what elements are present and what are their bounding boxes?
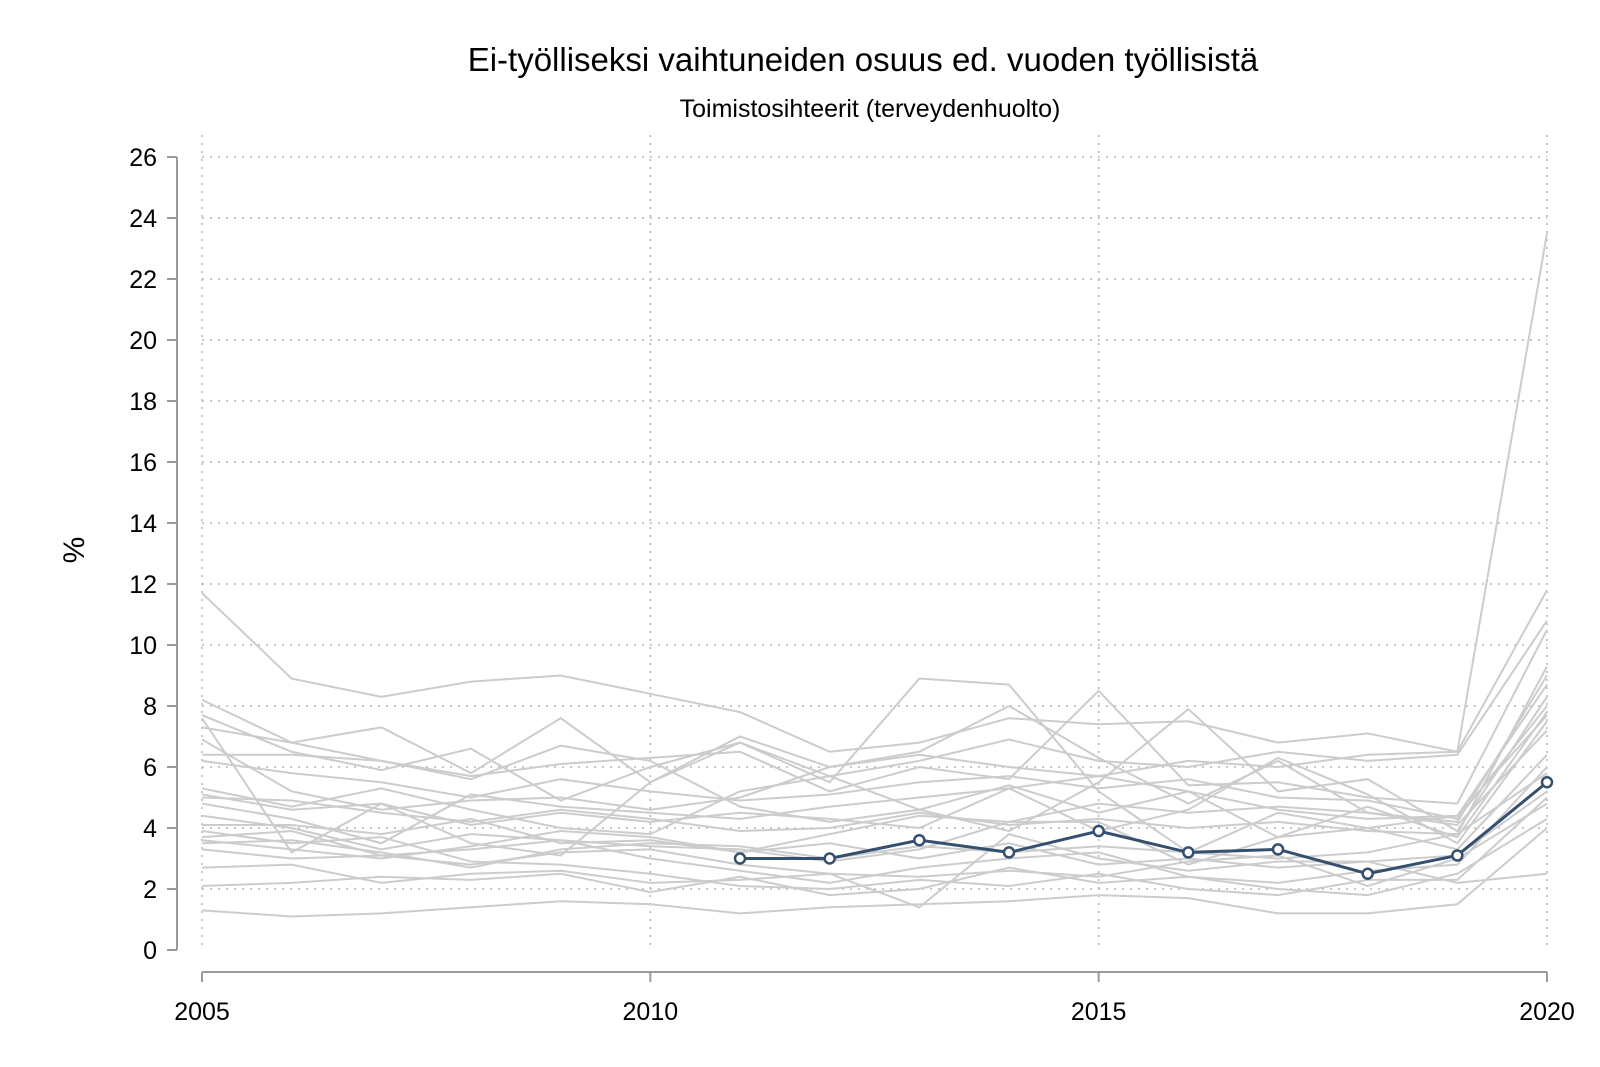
- y-tick-label: 22: [129, 266, 157, 294]
- x-tick-label: 2020: [1519, 998, 1575, 1026]
- y-axis-label: %: [58, 537, 91, 564]
- highlight-point: [1451, 849, 1464, 862]
- background-series-line: [201, 629, 1548, 805]
- background-series-line: [201, 827, 1548, 918]
- background-series-line: [201, 720, 1548, 845]
- chart-title: Ei-työlliseksi vaihtuneiden osuus ed. vu…: [468, 41, 1259, 78]
- y-tick-label: 2: [143, 876, 157, 904]
- y-tick-label: 10: [129, 632, 157, 660]
- background-series-line: [201, 665, 1548, 836]
- highlight-point: [1002, 846, 1016, 859]
- axes: [167, 156, 1548, 982]
- background-series-line: [201, 817, 1548, 897]
- background-series-line: [201, 711, 1548, 839]
- highlight-series-group: [733, 776, 1554, 880]
- highlight-point: [913, 833, 926, 847]
- highlight-point: [823, 852, 836, 865]
- y-tick-label: 20: [129, 327, 157, 355]
- y-tick-label: 8: [143, 693, 157, 721]
- background-series-line: [201, 620, 1548, 802]
- chart-subtitle: Toimistosihteerit (terveydenhuolto): [680, 95, 1061, 123]
- background-series-line: [201, 714, 1548, 845]
- background-series-line: [202, 696, 1548, 833]
- y-tick-label: 26: [129, 144, 157, 172]
- background-series-line: [201, 233, 1548, 753]
- background-series-line: [201, 705, 1548, 820]
- y-tick-label: 12: [129, 571, 157, 599]
- background-series-line: [201, 677, 1548, 857]
- y-tick-label: 16: [129, 449, 157, 477]
- highlight-point: [1271, 843, 1285, 856]
- highlight-point: [1361, 867, 1374, 880]
- y-tick-label: 18: [129, 388, 157, 416]
- y-tick-label: 0: [143, 937, 157, 965]
- background-series-line: [201, 766, 1548, 884]
- highlight-point: [1092, 824, 1105, 838]
- highlight-point: [1540, 776, 1554, 789]
- highlight-point: [733, 852, 747, 865]
- x-tick-label: 2010: [623, 998, 679, 1026]
- x-tick-label: 2005: [174, 998, 230, 1026]
- y-tick-label: 24: [129, 205, 157, 233]
- highlight-series-line: [740, 781, 1548, 876]
- y-tick-label: 6: [143, 754, 157, 782]
- background-series-line: [201, 796, 1548, 897]
- background-series-line: [202, 729, 1548, 854]
- y-tick-label: 4: [143, 815, 157, 843]
- highlight-point: [1182, 846, 1195, 859]
- gridlines: [201, 135, 1548, 950]
- x-tick-label: 2015: [1071, 998, 1127, 1026]
- y-tick-label: 14: [129, 510, 157, 538]
- background-series-group: [201, 233, 1548, 918]
- background-series-line: [201, 674, 1548, 823]
- background-series-line: [201, 589, 1548, 784]
